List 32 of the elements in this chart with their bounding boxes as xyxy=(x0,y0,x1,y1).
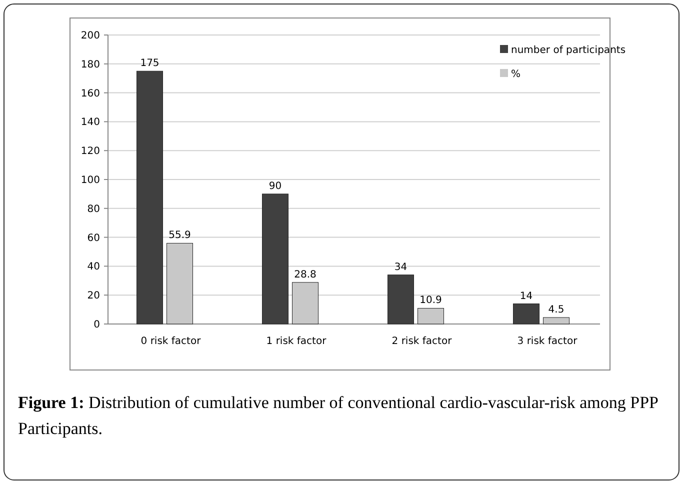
bar xyxy=(418,308,444,324)
data-label: 55.9 xyxy=(168,230,191,242)
data-label: 4.5 xyxy=(548,304,564,316)
data-label: 90 xyxy=(268,180,282,192)
data-label: 28.8 xyxy=(294,269,316,280)
y-tick-label: 200 xyxy=(80,30,100,42)
y-tick-label: 140 xyxy=(80,117,100,128)
bar xyxy=(262,194,288,324)
y-tick-label: 80 xyxy=(87,204,100,215)
data-label: 10.9 xyxy=(420,295,442,306)
y-tick-label: 0 xyxy=(94,320,100,330)
caption: Figure 1: Distribution of cumulative number of conventional cardio-vascular-risk among PPP Participants. xyxy=(18,393,658,438)
legend-label: number of participants xyxy=(511,45,626,56)
y-tick-label: 160 xyxy=(80,88,100,100)
x-tick-label: 3 risk factor xyxy=(517,336,578,347)
data-label: 34 xyxy=(394,262,408,273)
y-tick-label: 20 xyxy=(87,290,100,302)
bar xyxy=(513,304,540,324)
y-tick-label: 60 xyxy=(87,232,100,244)
bar xyxy=(388,274,414,324)
data-label: 14 xyxy=(520,290,533,302)
x-tick-label: 2 risk factor xyxy=(392,336,453,347)
y-tick-label: 100 xyxy=(80,175,100,186)
y-tick-label: 180 xyxy=(80,59,100,70)
bar xyxy=(136,70,163,324)
data-label: 175 xyxy=(140,58,160,70)
x-tick-label: 0 risk factor xyxy=(140,336,202,347)
y-tick-label: 40 xyxy=(87,262,100,273)
legend-label: % xyxy=(511,69,521,80)
x-tick-label: 1 risk factor xyxy=(266,336,328,347)
bar xyxy=(543,317,570,324)
y-tick-label: 120 xyxy=(80,146,100,158)
